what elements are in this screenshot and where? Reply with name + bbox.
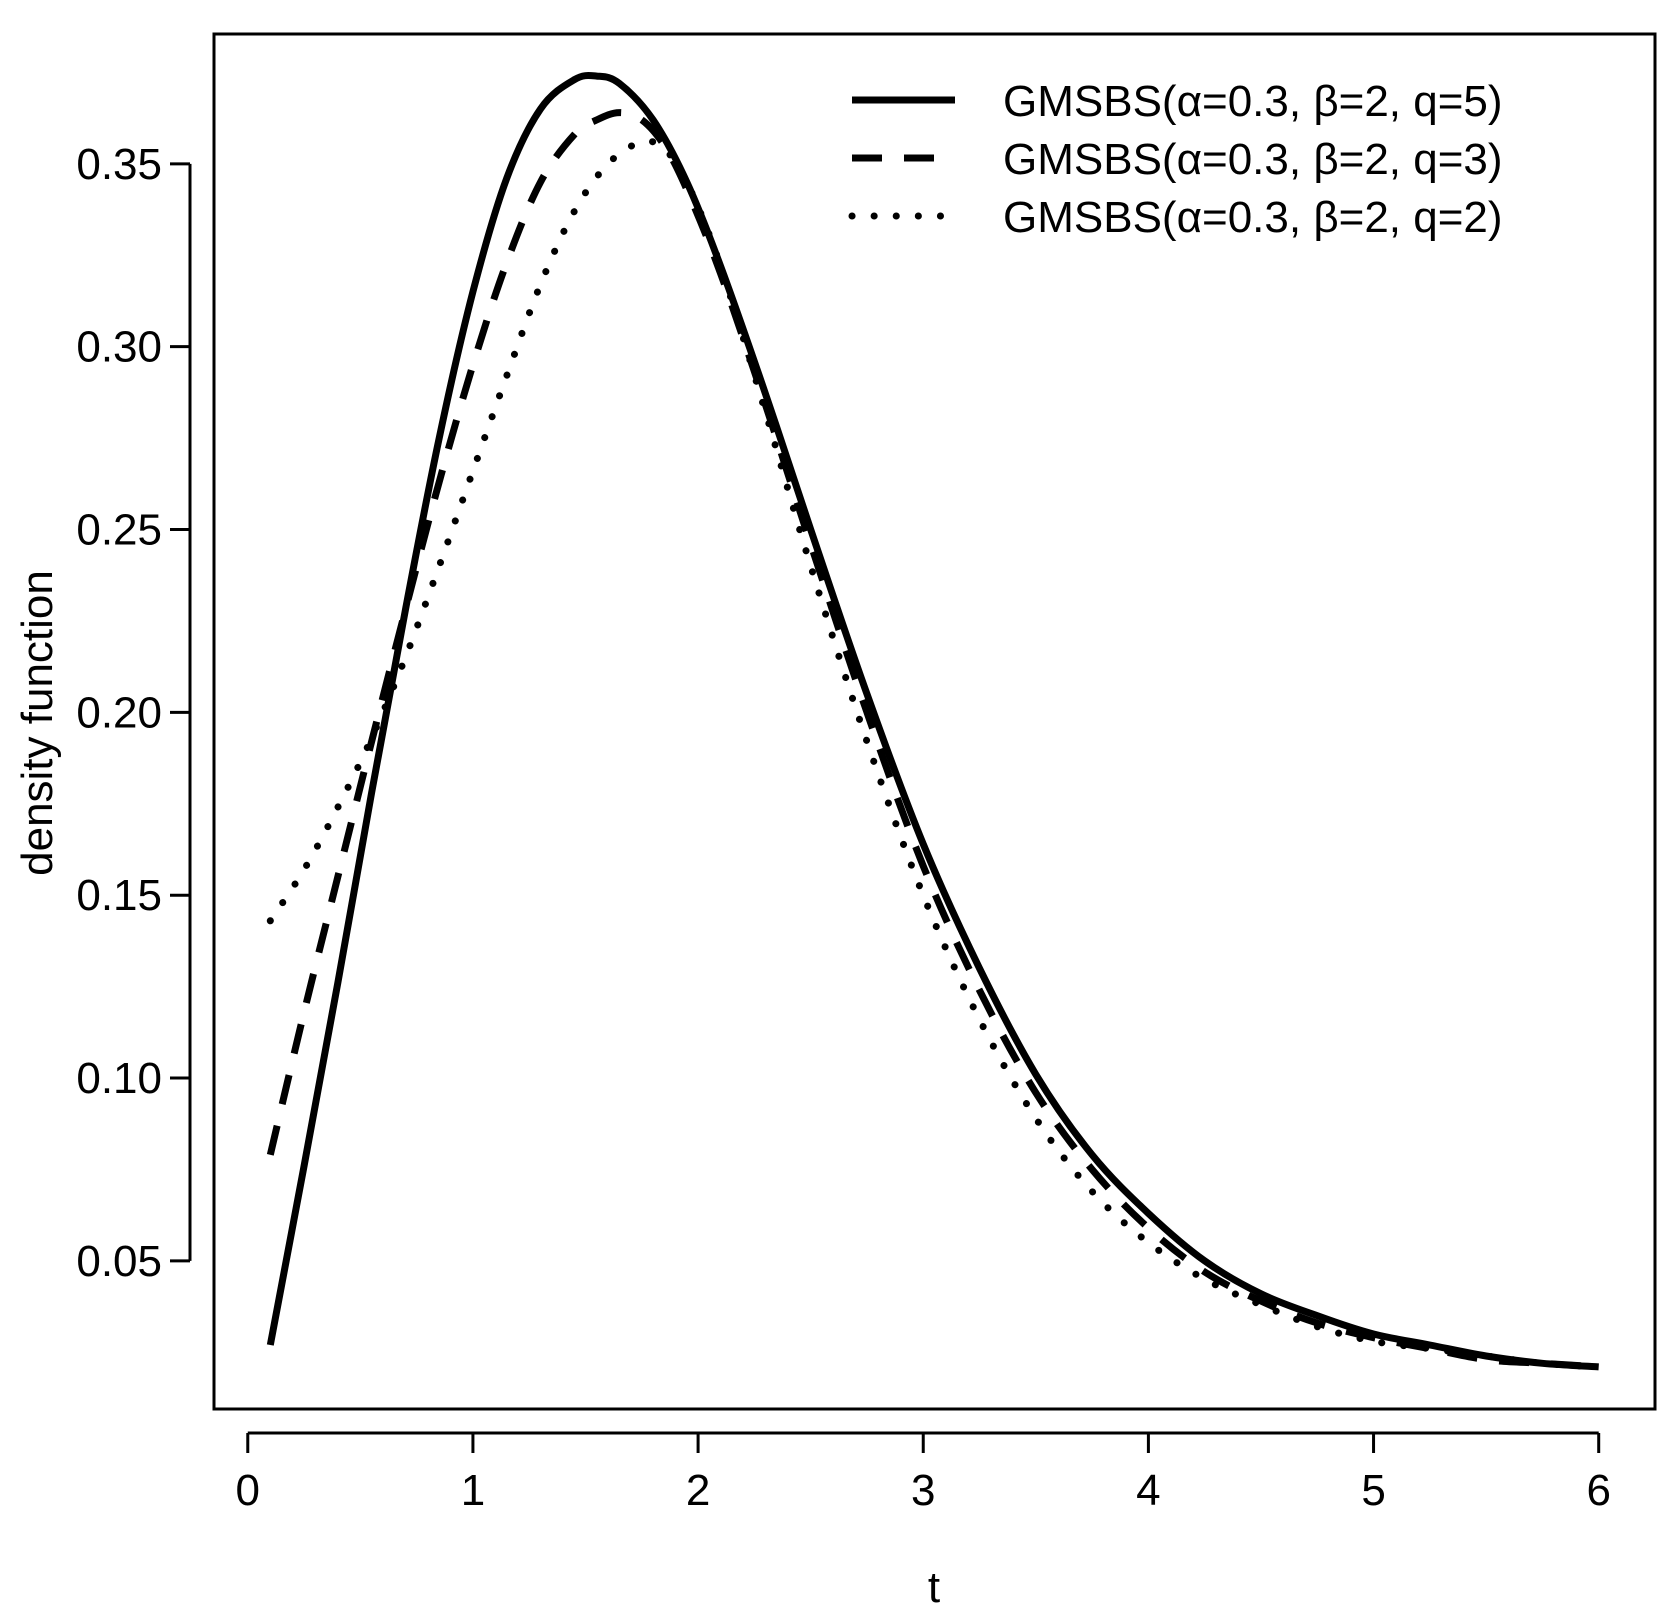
x-tick-label: 1 <box>461 1466 485 1515</box>
y-axis: 0.05 0.10 0.15 0.20 0.25 0.30 0.35 <box>76 140 192 1286</box>
y-tick-label: 0.25 <box>76 506 162 555</box>
y-axis-label: density function <box>13 570 62 876</box>
x-axis-label: t <box>928 1563 940 1612</box>
y-tick-label: 0.05 <box>76 1237 162 1286</box>
y-tick-label: 0.35 <box>76 140 162 189</box>
x-tick-label: 5 <box>1361 1466 1385 1515</box>
x-tick-label: 0 <box>236 1466 260 1515</box>
series-lines <box>266 71 1603 1371</box>
legend-label: GMSBS(α=0.3, β=2, q=2) <box>1003 193 1503 242</box>
legend: GMSBS(α=0.3, β=2, q=5) GMSBS(α=0.3, β=2, … <box>848 77 1503 242</box>
x-axis: 0 1 2 3 4 5 6 <box>236 1431 1611 1515</box>
x-tick-label: 2 <box>686 1466 710 1515</box>
series-line-dashed <box>266 109 1599 1371</box>
y-tick-label: 0.20 <box>76 688 162 737</box>
x-tick-label: 3 <box>911 1466 935 1515</box>
legend-label: GMSBS(α=0.3, β=2, q=5) <box>1003 77 1503 126</box>
legend-label: GMSBS(α=0.3, β=2, q=3) <box>1003 135 1503 184</box>
x-tick-label: 6 <box>1586 1466 1610 1515</box>
y-tick-label: 0.30 <box>76 323 162 372</box>
plot-frame <box>212 32 1657 1411</box>
x-tick-label: 4 <box>1136 1466 1160 1515</box>
y-tick-label: 0.15 <box>76 871 162 920</box>
y-tick-label: 0.10 <box>76 1054 162 1103</box>
